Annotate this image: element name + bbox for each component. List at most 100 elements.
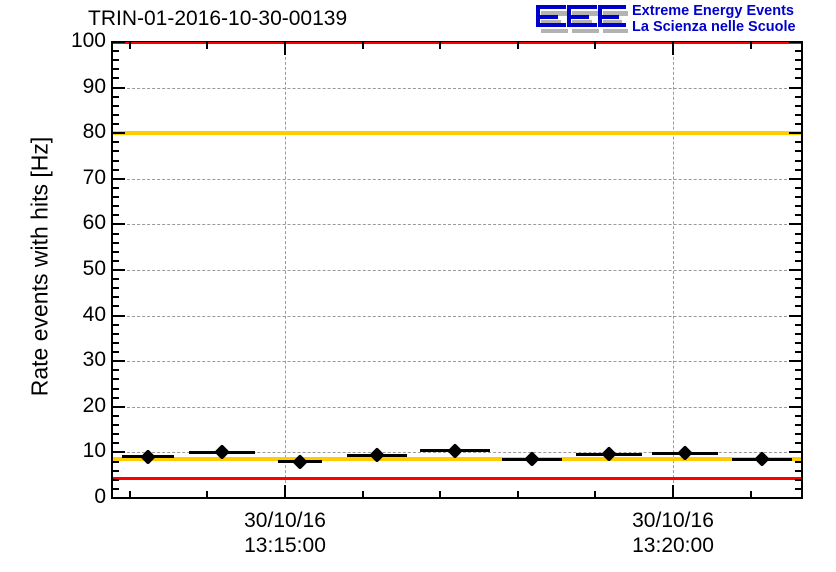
y-tick-minor-right-74 (795, 159, 802, 162)
gridline-h-30 (112, 361, 802, 363)
y-tick-minor-right-2 (795, 487, 802, 490)
y-tick-right-10 (789, 451, 802, 454)
y-tick-minor-right-22 (795, 396, 802, 399)
y-tick-minor-right-38 (795, 323, 802, 326)
y-tick-minor-right-48 (795, 278, 802, 281)
gridline-v-2 (285, 42, 286, 498)
data-point-2 (292, 453, 308, 470)
y-tick-minor-right-76 (795, 150, 802, 153)
eee-logo-line1: Extreme Energy Events (632, 3, 794, 19)
y-tick-minor-right-82 (795, 123, 802, 126)
y-tick-minor-right-32 (795, 351, 802, 354)
y-tick-major-100 (112, 41, 125, 43)
y-tick-minor-66 (112, 196, 119, 199)
y-tick-minor-46 (112, 287, 119, 290)
y-tick-minor-right-88 (795, 95, 802, 98)
y-tick-minor-right-12 (795, 442, 802, 445)
y-tick-minor-right-78 (795, 141, 802, 144)
reference-line-upper-warning (112, 131, 802, 136)
y-tick-major-50 (112, 269, 125, 271)
x-tick-top-minor-6 (594, 42, 597, 49)
y-tick-label-text: 50 (82, 257, 106, 280)
reference-line-lower-limit (112, 476, 802, 480)
x-tick-top-minor-1 (206, 42, 209, 49)
y-tick-minor-right-98 (795, 50, 802, 53)
y-tick-minor-34 (112, 341, 119, 344)
y-tick-minor-38 (112, 323, 119, 326)
y-tick-minor-54 (112, 250, 119, 253)
y-tick-major-90 (112, 86, 125, 89)
x-tick-minor-4 (439, 491, 442, 498)
y-tick-label-text: 60 (82, 211, 106, 235)
y-tick-label-text: 40 (82, 302, 106, 326)
y-tick-minor-right-26 (795, 378, 802, 381)
y-tick-minor-right-72 (795, 168, 802, 171)
y-tick-minor-right-54 (795, 250, 802, 253)
x-tick-label-1: 30/10/16 13:20:00 (632, 508, 714, 558)
y-tick-right-20 (789, 405, 802, 408)
gridline-h-70 (112, 178, 802, 180)
y-tick-minor-56 (112, 241, 119, 244)
y-tick-minor-8 (112, 460, 119, 463)
gridline-h-60 (112, 224, 802, 226)
y-tick-minor-right-92 (795, 77, 802, 80)
y-tick-label-text: 80 (82, 120, 106, 144)
y-tick-major-10 (112, 451, 125, 454)
x-tick-label-time: 13:15:00 (244, 534, 326, 557)
x-tick-minor-1 (206, 491, 209, 498)
y-tick-minor-58 (112, 232, 119, 235)
y-tick-minor-22 (112, 396, 119, 399)
eee-logo: Extreme Energy Events La Scienza nelle S… (536, 2, 834, 38)
eee-logo-line2: La Scienza nelle Scuole (632, 19, 796, 35)
y-tick-minor-88 (112, 95, 119, 98)
y-tick-minor-96 (112, 59, 119, 62)
y-tick-minor-36 (112, 332, 119, 335)
y-tick-minor-right-16 (795, 424, 802, 427)
y-tick-minor-right-56 (795, 241, 802, 244)
y-tick-minor-right-64 (795, 205, 802, 208)
y-tick-minor-82 (112, 123, 119, 126)
reference-line-upper-limit (112, 40, 802, 44)
x-tick-top-minor-5 (516, 42, 519, 49)
y-tick-minor-48 (112, 278, 119, 281)
y-tick-minor-12 (112, 442, 119, 445)
y-tick-minor-52 (112, 259, 119, 262)
y-tick-minor-right-86 (795, 104, 802, 107)
y-tick-minor-84 (112, 113, 119, 116)
x-tick-top-major-7 (672, 42, 674, 55)
x-tick-top-minor-4 (439, 42, 442, 49)
y-tick-minor-right-62 (795, 214, 802, 217)
y-tick-minor-76 (112, 150, 119, 153)
y-tick-minor-right-84 (795, 113, 802, 116)
plot-title: TRIN-01-2016-10-30-00139 (88, 7, 348, 30)
y-tick-right-70 (789, 177, 802, 180)
x-tick-minor-8 (749, 491, 752, 498)
y-tick-minor-right-52 (795, 259, 802, 262)
y-tick-minor-right-42 (795, 305, 802, 308)
y-tick-minor-18 (112, 414, 119, 417)
y-tick-minor-right-28 (795, 369, 802, 372)
y-tick-right-30 (789, 360, 802, 363)
axis-left (111, 42, 113, 499)
y-tick-minor-16 (112, 424, 119, 427)
y-tick-right-50 (789, 269, 802, 271)
gridline-h-90 (112, 87, 802, 89)
y-tick-minor-98 (112, 50, 119, 53)
x-tick-top-major-2 (284, 42, 286, 55)
data-point-5 (524, 451, 540, 468)
x-tick-label-date: 30/10/16 (632, 509, 714, 532)
y-tick-right-80 (789, 132, 802, 135)
y-tick-minor-64 (112, 205, 119, 208)
x-tick-top-minor-0 (128, 42, 131, 49)
y-tick-minor-right-34 (795, 341, 802, 344)
y-tick-minor-right-96 (795, 59, 802, 62)
y-tick-minor-right-4 (795, 478, 802, 481)
y-tick-minor-72 (112, 168, 119, 171)
y-tick-right-60 (789, 223, 802, 226)
y-tick-minor-right-46 (795, 287, 802, 290)
y-tick-minor-right-58 (795, 232, 802, 235)
y-tick-minor-44 (112, 296, 119, 299)
y-tick-label-text: 10 (82, 439, 106, 463)
y-tick-major-30 (112, 360, 125, 363)
